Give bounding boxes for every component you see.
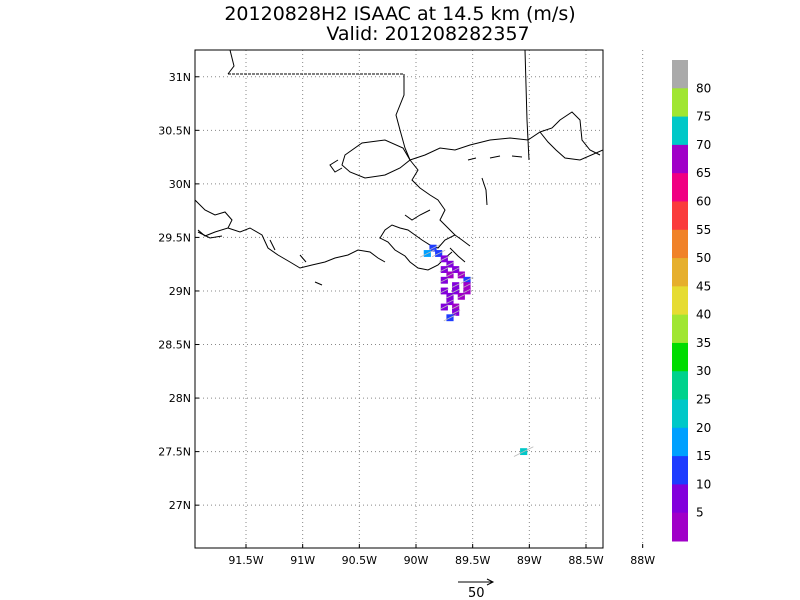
lon-tick-label: 88.5W	[568, 554, 603, 567]
lake-maurepas	[329, 159, 343, 173]
colorbar-swatch	[672, 399, 688, 429]
map-subtitle: Valid: 201208282357	[326, 23, 530, 45]
wind-vector	[458, 273, 465, 277]
colorbar-swatch	[672, 116, 688, 146]
lat-lon-grid	[195, 50, 644, 548]
wind-vector	[440, 304, 449, 310]
colorbar-swatch	[672, 201, 688, 231]
colorbar-label: 65	[696, 166, 711, 180]
colorbar-swatch	[672, 173, 688, 202]
colorbar-label: 35	[696, 336, 711, 350]
colorbar-label: 30	[696, 364, 711, 378]
lon-tick-label: 89W	[517, 554, 542, 567]
colorbar-swatch	[672, 512, 688, 542]
colorbar-swatch	[672, 144, 688, 174]
colorbar-label: 50	[696, 251, 711, 265]
lat-tick-label: 30.5N	[158, 124, 191, 137]
barrier-islands	[467, 155, 523, 161]
vector-key-arrowhead	[486, 578, 495, 586]
lat-tick-label: 28N	[169, 392, 191, 405]
map-frame	[194, 49, 604, 549]
bays	[269, 239, 323, 286]
colorbar-label: 70	[696, 138, 711, 152]
state-border-west	[227, 50, 235, 75]
la-coast	[195, 199, 386, 269]
wind-vector	[445, 261, 455, 267]
lon-tick-label: 89.5W	[455, 554, 490, 567]
lon-tick-label: 91.5W	[228, 554, 263, 567]
lat-tick-label: 29N	[169, 285, 191, 298]
wind-vector	[443, 314, 457, 322]
vector-key-label: 50	[468, 586, 485, 600]
map-title: 20120828H2 ISAAC at 14.5 km (m/s)	[224, 3, 576, 25]
wind-vector	[440, 277, 449, 283]
vermilion-bay	[197, 231, 223, 239]
wind-vector	[451, 288, 460, 294]
ms-al-border	[524, 50, 530, 161]
coastline	[195, 50, 603, 286]
colorbar-swatch	[672, 314, 688, 344]
colorbar-swatch	[672, 286, 688, 316]
vector-key: 50	[458, 578, 495, 600]
wind-vector	[439, 255, 450, 262]
wind-vector	[463, 289, 471, 293]
colorbar-label: 55	[696, 223, 711, 237]
colorbar-swatch	[672, 60, 688, 89]
wind-vector	[451, 267, 460, 272]
colorbar-swatch	[672, 371, 688, 401]
colorbar-label: 60	[696, 194, 711, 208]
colorbar-label: 45	[696, 279, 711, 293]
colorbar-swatch	[672, 427, 688, 457]
wind-vector	[452, 304, 460, 310]
la-coast-marsh	[379, 159, 456, 271]
wind-vector	[460, 276, 474, 284]
colorbar-swatch	[672, 229, 688, 259]
wind-cells	[419, 244, 534, 457]
chandeleur-islands	[481, 177, 488, 206]
colorbar-label: 15	[696, 449, 711, 463]
colorbar-label: 80	[696, 81, 711, 95]
lat-tick-label: 30N	[169, 178, 191, 191]
lon-tick-label: 91W	[290, 554, 315, 567]
wind-vector	[446, 299, 454, 304]
wind-vector	[451, 283, 460, 288]
lon-tick-label: 88W	[630, 554, 655, 567]
lon-tick-label: 90W	[404, 554, 429, 567]
wind-vector	[451, 309, 461, 315]
wind-vector	[463, 283, 471, 288]
lat-tick-label: 28.5N	[158, 339, 191, 352]
lat-tick-label: 31N	[169, 71, 191, 84]
colorbar-label: 20	[696, 421, 711, 435]
colorbar-label: 5	[696, 506, 704, 520]
colorbar-swatch	[672, 88, 688, 118]
wind-vector	[439, 266, 449, 273]
wind-vector	[419, 249, 435, 258]
lat-tick-label: 29.5N	[158, 231, 191, 244]
mississippi-delta	[404, 209, 471, 263]
wind-vector	[513, 446, 534, 457]
colorbar-swatch	[672, 456, 688, 485]
colorbar-swatch	[672, 342, 688, 372]
wind-vector	[439, 288, 449, 294]
lat-tick-label: 27.5N	[158, 446, 191, 459]
axis-ticks: 91.5W 91W 90.5W 90W 89.5W 89W 88.5W 88W 31N 30.5N…	[158, 71, 655, 567]
colorbar-label: 25	[696, 393, 711, 407]
colorbar: 5 10 15 20 25 30 35 40 45 50 55 60 65 70 75 80	[672, 60, 711, 542]
ms-coast	[409, 111, 601, 161]
colorbar-label: 40	[696, 308, 711, 322]
al-coast	[539, 131, 603, 161]
colorbar-swatch	[672, 258, 688, 287]
wind-vector	[445, 293, 455, 299]
wind-vector	[446, 272, 454, 277]
lake-pontchartrain	[341, 139, 411, 179]
pearl-river	[395, 74, 411, 161]
wind-vector	[431, 249, 446, 258]
wind-vector	[457, 294, 465, 299]
lon-tick-label: 90.5W	[342, 554, 377, 567]
colorbar-label: 75	[696, 110, 711, 124]
colorbar-label: 10	[696, 477, 711, 491]
lat-tick-label: 27N	[169, 499, 191, 512]
colorbar-swatch	[672, 484, 688, 514]
